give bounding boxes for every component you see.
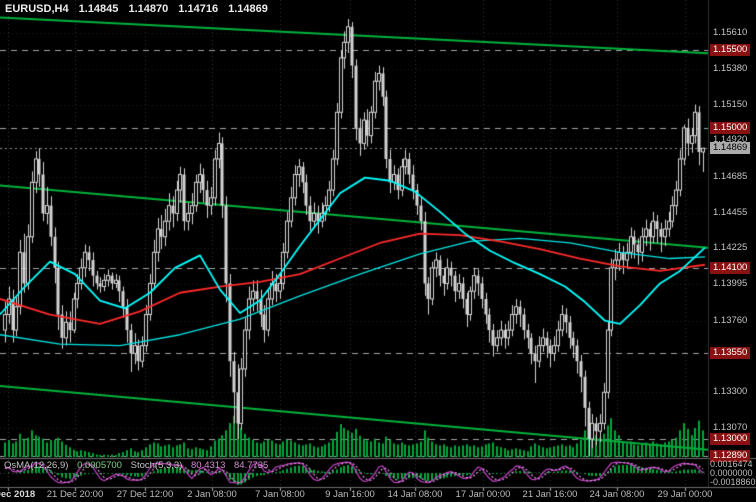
stoch-value-k: 80.4313 [191, 460, 226, 471]
indicator-scale-min: -0.0018860 [710, 477, 756, 487]
osma-value: 0.0005700 [77, 460, 122, 471]
time-label: 14 Jan 08:00 [387, 489, 443, 500]
price-label-current: 1.14869 [710, 142, 751, 155]
price-label-tick: 1.14685 [713, 170, 748, 182]
price-label-level: 1.13550 [710, 347, 751, 360]
price-label-level: 1.13000 [710, 432, 751, 445]
price-label-tick: 1.15380 [713, 62, 748, 74]
symbol-period-label: EURUSD,H4 [5, 3, 69, 15]
price-label-level: 1.15500 [710, 44, 751, 57]
price-label-tick: 1.15610 [713, 26, 748, 38]
price-label-tick: 1.13070 [713, 422, 748, 434]
osma-label: OsMA(12,26,9) [4, 460, 69, 471]
price-label-tick: 1.14920 [713, 134, 748, 146]
price-label-tick: 1.13760 [713, 314, 748, 326]
quote-high: 1.14870 [128, 3, 169, 15]
time-label: 27 Dec 12:00 [116, 489, 174, 500]
price-label-level: 1.12890 [710, 450, 751, 463]
quote-close: 1.14869 [228, 3, 268, 15]
time-label: 19 Dec 2018 [0, 489, 36, 500]
price-label-level: 1.14100 [710, 261, 751, 274]
time-label: 21 Jan 16:00 [522, 489, 578, 500]
indicator-scale-zero: 0.0000000 [710, 468, 753, 478]
time-label: 24 Jan 08:00 [589, 489, 645, 500]
price-label-tick: 1.15150 [713, 98, 748, 110]
stoch-value-d: 84.7735 [234, 460, 269, 471]
time-label: 7 Jan 08:00 [255, 489, 305, 500]
time-label: 17 Jan 00:00 [455, 489, 511, 500]
price-label-tick: 1.14455 [713, 206, 748, 218]
quote-low: 1.14716 [178, 3, 219, 15]
price-scale[interactable]: 1.15610 1.15500 1.15380 1.15150 1.15000 1.149… [706, 0, 756, 487]
stoch-label: Stoch(5,3,3) [130, 460, 183, 471]
price-label-tick: 1.13995 [713, 278, 748, 290]
price-label-tick: 1.14225 [713, 242, 748, 254]
price-label-level: 1.15000 [710, 121, 751, 134]
indicator-scale-max: 0.0016474 [710, 459, 753, 469]
quote-open: 1.14845 [78, 3, 119, 15]
time-label: 9 Jan 16:00 [325, 489, 375, 500]
indicator-labels: OsMA(12,26,9) 0.0005700 Stoch(5,3,3) 80.… [4, 460, 274, 471]
time-scale[interactable]: 19 Dec 2018 21 Dec 20:00 27 Dec 12:00 2 Jan… [0, 489, 756, 502]
chart-title: EURUSD,H4 1.14845 1.14870 1.14716 1.1486… [5, 3, 275, 15]
price-label-tick: 1.13300 [713, 386, 748, 398]
time-label: 29 Jan 00:00 [657, 489, 713, 500]
time-label: 21 Dec 20:00 [46, 489, 104, 500]
time-label: 2 Jan 08:00 [187, 489, 237, 500]
